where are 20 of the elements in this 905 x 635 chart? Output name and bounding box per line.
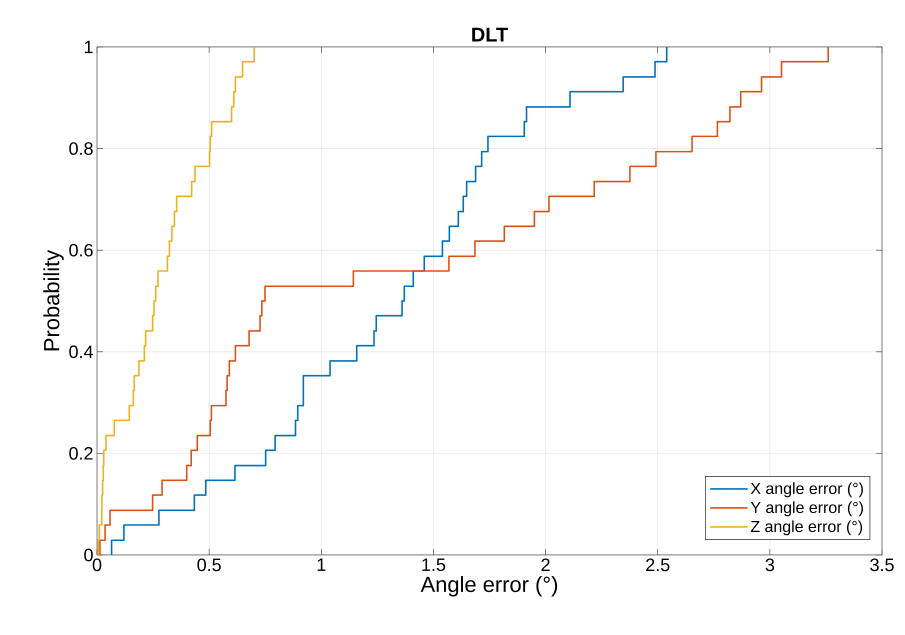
legend-label: X angle error (°): [750, 482, 863, 498]
x-tick-label: 0: [92, 558, 102, 572]
x-tick-label: 3.5: [870, 558, 894, 572]
x-tick-label: 2: [542, 558, 550, 572]
y-tick-label: 0.6: [69, 244, 93, 257]
x-axis-title: Angle error (°): [420, 576, 558, 596]
x-tick-label: 1.5: [422, 558, 446, 572]
y-axis-title: Probability: [43, 250, 64, 350]
x-tick-label: 3: [766, 558, 774, 572]
legend-label: Y angle error (°): [750, 501, 863, 516]
y-tick-label: 0.8: [69, 142, 93, 155]
legend-label: Z angle error (°): [750, 520, 862, 536]
y-tick-label: 0.2: [69, 447, 93, 460]
x-tick-label: 1: [318, 558, 326, 571]
y-tick-label: 0.4: [69, 345, 93, 358]
y-tick-label: 1: [84, 40, 93, 54]
x-tick-label: 2.5: [646, 558, 670, 572]
y-tick-label: 0: [84, 548, 93, 562]
chart-title: DLT: [472, 28, 508, 42]
x-tick-label: 0.5: [197, 558, 221, 572]
